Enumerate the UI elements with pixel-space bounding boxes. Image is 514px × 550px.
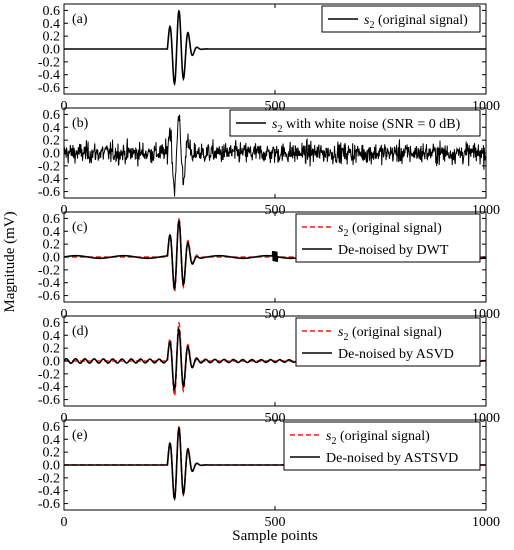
legend-entry: De-noised by DWT bbox=[338, 243, 449, 258]
panel-a: -0.6-0.4-0.20.00.20.40.60 500 1000(a) s2 (o… bbox=[38, 3, 500, 114]
legend-entry: s2 (original signal) bbox=[326, 429, 430, 447]
legend: s2 (original signal) De-noised by DWT bbox=[295, 213, 481, 263]
y-tick-label: -0.6 bbox=[38, 185, 60, 200]
y-tick-label: 0.2 bbox=[43, 134, 61, 149]
legend-text: (original signal) bbox=[374, 13, 468, 28]
y-tick-label: 0.4 bbox=[43, 17, 61, 32]
legend-symbol: s bbox=[326, 429, 332, 444]
x-tick-label: 0 bbox=[61, 307, 68, 322]
panel-b: -0.6-0.4-0.20.00.20.40.60 500 1000(b) s2 wi… bbox=[38, 107, 500, 218]
y-tick-label: 0.2 bbox=[43, 446, 61, 461]
y-tick-label: 0.2 bbox=[43, 238, 61, 253]
legend-subscript: 2 bbox=[277, 124, 282, 135]
y-tick-label: -0.4 bbox=[38, 276, 60, 291]
panel-c: -0.6-0.4-0.20.00.20.40.60 500 1000(c) s2 (o… bbox=[38, 211, 500, 322]
x-tick-label: 500 bbox=[265, 515, 286, 530]
legend-entry: s2 (original signal) bbox=[338, 221, 442, 239]
legend-text: with white noise (SNR = 0 dB) bbox=[282, 117, 460, 132]
y-tick-label: -0.4 bbox=[38, 68, 60, 83]
legend: s2 (original signal) De-noised by ASVD bbox=[295, 317, 481, 367]
legend-text: (original signal) bbox=[348, 325, 442, 340]
y-tick-label: 0.6 bbox=[43, 4, 61, 19]
y-tick-label: -0.6 bbox=[38, 393, 60, 408]
panel-label: (c) bbox=[72, 220, 88, 235]
legend-entry: s2 (original signal) bbox=[338, 325, 442, 343]
y-tick-label: 0.0 bbox=[43, 459, 61, 474]
legend: s2 (original signal) De-noised by ASTSVD bbox=[283, 421, 481, 471]
x-tick-label: 0 bbox=[61, 203, 68, 218]
panel-label: (b) bbox=[72, 116, 89, 131]
series-line-1 bbox=[64, 9, 486, 87]
series-line-1 bbox=[64, 321, 486, 399]
x-tick-label: 0 bbox=[61, 411, 68, 426]
y-tick-label: -0.4 bbox=[38, 484, 60, 499]
x-axis-label: Sample points bbox=[232, 528, 318, 544]
panel-label: (e) bbox=[72, 428, 88, 443]
legend-subscript: 2 bbox=[369, 20, 374, 31]
legend-box bbox=[295, 317, 481, 367]
legend-box bbox=[283, 421, 481, 471]
x-tick-label: 500 bbox=[265, 203, 286, 218]
panel-e: -0.6-0.4-0.20.00.20.40.6 0 500 1000 (e) s2 (o… bbox=[38, 419, 500, 530]
y-tick-label: -0.2 bbox=[38, 471, 60, 486]
legend-symbol: s bbox=[338, 221, 344, 236]
y-tick-label: -0.2 bbox=[38, 263, 60, 278]
legend-entry: s2 with white noise (SNR = 0 dB) bbox=[272, 117, 461, 135]
y-tick-label: -0.4 bbox=[38, 380, 60, 395]
legend-subscript: 2 bbox=[343, 228, 348, 239]
panel-label: (d) bbox=[72, 324, 89, 339]
legend-symbol: s bbox=[272, 117, 278, 132]
x-tick-label: 1000 bbox=[472, 515, 500, 530]
legend-entry: De-noised by ASVD bbox=[338, 347, 454, 362]
y-tick-label: 0.0 bbox=[43, 251, 61, 266]
y-tick-label: -0.2 bbox=[38, 159, 60, 174]
x-tick-label: 0 bbox=[61, 515, 68, 530]
y-tick-label: 0.0 bbox=[43, 355, 61, 370]
y-tick-label: -0.2 bbox=[38, 367, 60, 382]
legend-box bbox=[295, 213, 481, 263]
legend-box bbox=[229, 109, 481, 137]
y-tick-label: -0.4 bbox=[38, 172, 60, 187]
legend-text: (original signal) bbox=[336, 429, 430, 444]
legend-symbol: s bbox=[338, 325, 344, 340]
x-tick-label: 500 bbox=[265, 307, 286, 322]
y-tick-label: 0.4 bbox=[43, 433, 61, 448]
y-tick-label: 0.4 bbox=[43, 225, 61, 240]
y-tick-label: -0.6 bbox=[38, 289, 60, 304]
panel-d: -0.6-0.4-0.20.00.20.40.60 500 1000(d) s2 (o… bbox=[38, 315, 500, 426]
legend-entry: s2 (original signal) bbox=[364, 13, 468, 31]
panel-label: (a) bbox=[72, 12, 88, 27]
legend-text: (original signal) bbox=[348, 221, 442, 236]
y-tick-label: 0.2 bbox=[43, 30, 61, 45]
legend: s2 with white noise (SNR = 0 dB) bbox=[229, 109, 481, 137]
y-tick-label: 0.6 bbox=[43, 212, 61, 227]
y-tick-label: 0.4 bbox=[43, 329, 61, 344]
x-tick-label: 500 bbox=[265, 411, 286, 426]
y-axis-label: Magnitude (mV) bbox=[2, 211, 18, 312]
y-tick-label: 0.6 bbox=[43, 420, 61, 435]
y-tick-label: 0.6 bbox=[43, 316, 61, 331]
x-tick-label: 0 bbox=[61, 99, 68, 114]
series-line-1 bbox=[64, 114, 486, 197]
panels: -0.6-0.4-0.20.00.20.40.60 500 1000(a) s2 (o… bbox=[38, 3, 500, 530]
legend-symbol: s bbox=[364, 13, 370, 28]
y-tick-label: 0.0 bbox=[43, 147, 61, 162]
legend-subscript: 2 bbox=[331, 436, 336, 447]
y-tick-label: 0.4 bbox=[43, 121, 61, 136]
y-tick-label: 0.0 bbox=[43, 43, 61, 58]
legend-subscript: 2 bbox=[343, 332, 348, 343]
y-tick-label: 0.6 bbox=[43, 108, 61, 123]
legend-entry: De-noised by ASTSVD bbox=[326, 451, 458, 466]
y-tick-label: 0.2 bbox=[43, 342, 61, 357]
y-tick-label: -0.2 bbox=[38, 55, 60, 70]
y-tick-label: -0.6 bbox=[38, 497, 60, 512]
legend: s2 (original signal) bbox=[321, 5, 481, 33]
y-tick-label: -0.6 bbox=[38, 81, 60, 96]
